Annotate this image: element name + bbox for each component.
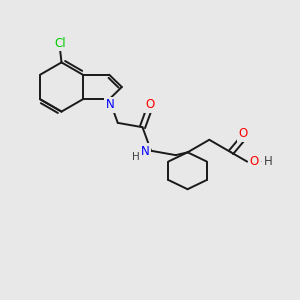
Text: H: H [264,155,272,168]
Text: O: O [238,128,248,140]
Text: O: O [249,155,258,168]
Text: N: N [105,98,114,111]
Text: O: O [145,98,154,111]
Text: H: H [132,152,140,162]
Text: Cl: Cl [54,37,66,50]
Text: N: N [141,145,149,158]
Text: -: - [260,155,265,168]
